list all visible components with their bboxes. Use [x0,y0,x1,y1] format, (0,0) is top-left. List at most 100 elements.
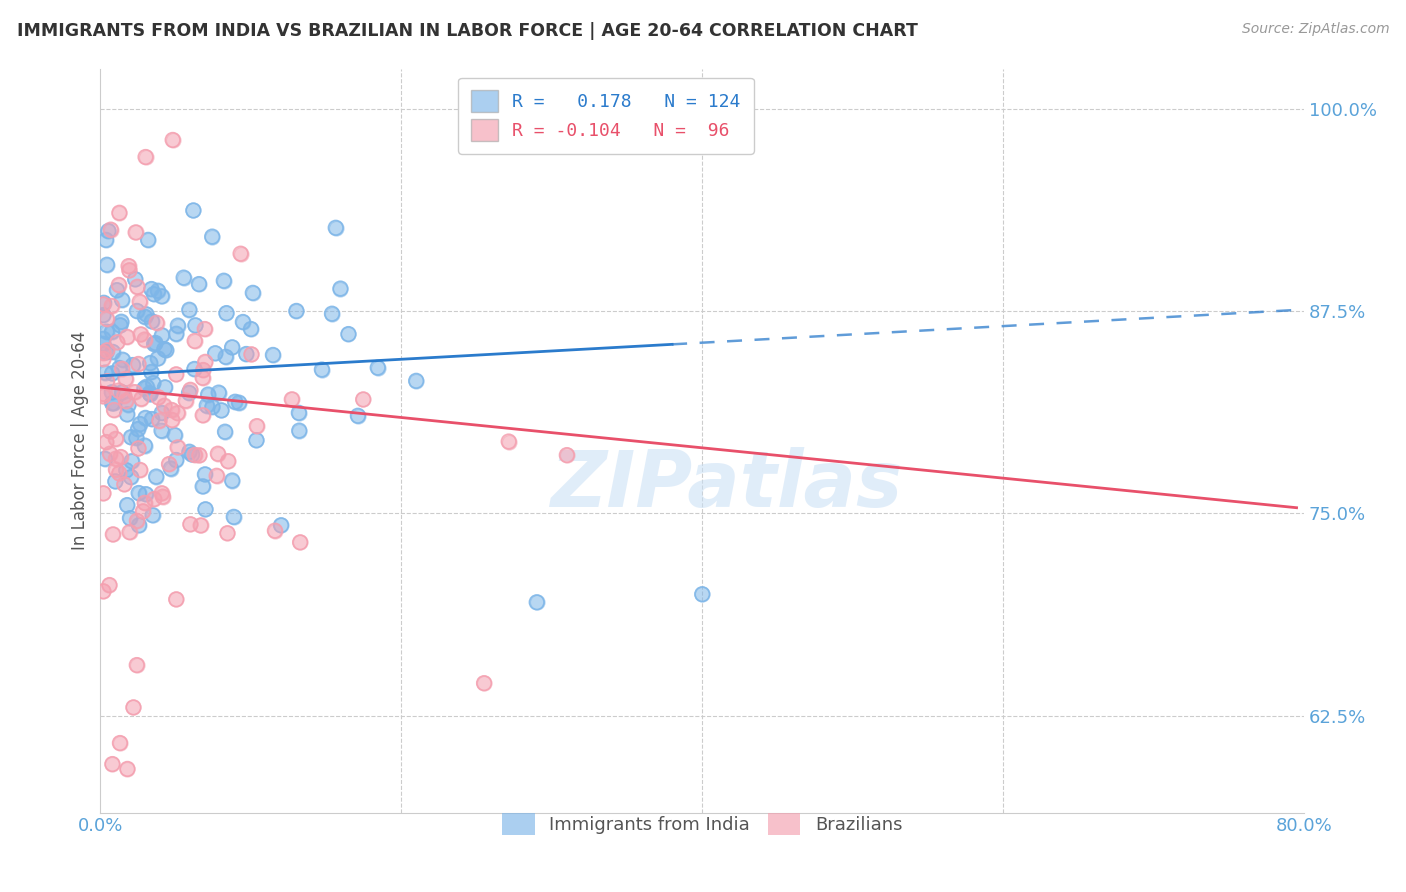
Point [201,400,224,414]
Legend: Immigrants from India, Brazilians: Immigrants from India, Brazilians [494,805,911,845]
Point [110,450,132,464]
Point [193,363,215,377]
Point [115,330,138,344]
Point [128,294,150,309]
Point [103,396,125,410]
Point [221,474,243,488]
Point [166,318,188,333]
Point [222,509,245,524]
Point [93,336,115,351]
Point [163,428,186,442]
Point [127,442,149,456]
Point [118,525,141,540]
Point [179,383,201,397]
Point [183,448,205,462]
Point [281,392,304,407]
Point [131,392,153,406]
Point [96,345,118,359]
Point [101,325,124,339]
Point [183,362,205,376]
Point [134,496,156,510]
Point [179,517,201,532]
Point [141,282,163,296]
Point [498,434,520,449]
Point [96,435,118,450]
Point [111,361,134,376]
Point [121,358,143,372]
Point [352,392,374,407]
Point [145,316,167,330]
Point [190,518,212,533]
Point [217,454,239,468]
Point [141,314,163,328]
Point [134,410,156,425]
Point [111,352,134,367]
Point [103,403,125,417]
Point [94,233,117,247]
Point [159,461,181,475]
Point [228,395,250,409]
Point [93,336,115,351]
Point [191,409,214,423]
Point [153,342,176,356]
Point [150,289,173,303]
Point [153,380,176,394]
Point [166,318,188,333]
Point [211,403,233,417]
Point [146,284,169,298]
Point [98,578,121,592]
Point [152,490,174,504]
Point [224,394,246,409]
Point [93,351,115,366]
Point [101,396,124,410]
Point [367,360,389,375]
Point [93,332,115,346]
Point [146,351,169,366]
Point [125,658,148,673]
Point [163,428,186,442]
Point [100,385,122,400]
Point [96,311,118,326]
Point [211,403,233,417]
Point [264,524,287,538]
Point [197,387,219,401]
Point [132,504,155,518]
Point [117,259,139,273]
Point [134,310,156,324]
Point [555,448,578,462]
Point [285,304,308,318]
Point [288,424,311,438]
Point [288,406,311,420]
Point [104,475,127,489]
Point [100,299,122,313]
Point [104,432,127,446]
Point [245,434,267,448]
Point [235,347,257,361]
Point [134,439,156,453]
Point [221,340,243,354]
Point [212,274,235,288]
Point [127,357,149,371]
Point [103,403,125,417]
Point [111,385,134,400]
Point [135,150,157,164]
Point [188,448,211,462]
Point [93,297,115,311]
Point [191,479,214,493]
Point [188,448,211,462]
Point [134,410,156,425]
Point [329,281,352,295]
Point [148,414,170,428]
Point [112,477,135,491]
Point [108,277,131,292]
Point [162,133,184,147]
Point [166,441,188,455]
Point [120,430,142,444]
Point [217,526,239,541]
Point [108,206,131,220]
Point [93,584,115,599]
Point [150,486,173,500]
Point [160,403,183,417]
Point [325,220,347,235]
Point [93,386,115,401]
